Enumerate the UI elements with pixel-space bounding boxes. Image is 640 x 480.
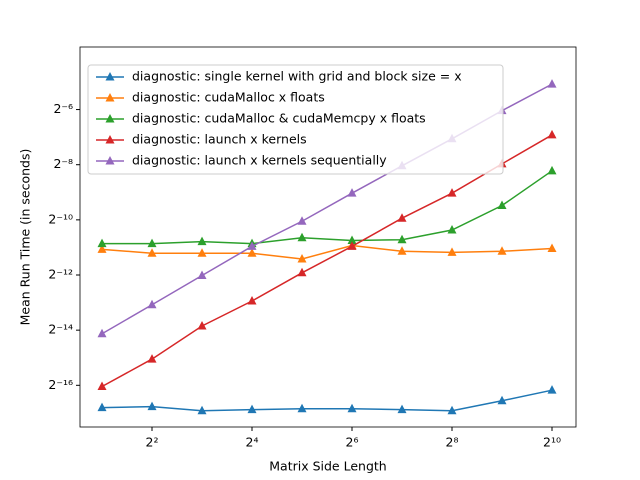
legend-marker <box>105 156 115 165</box>
marker <box>197 236 207 246</box>
marker <box>447 247 457 256</box>
y-tick-label: 2⁻⁶ <box>53 101 73 116</box>
marker <box>547 243 557 253</box>
legend: diagnostic: single kernel with grid and … <box>87 64 504 175</box>
marker <box>447 188 457 197</box>
legend-label: diagnostic: launch x kernels sequentiall… <box>132 153 387 168</box>
x-tick-label: 2² <box>146 435 159 450</box>
marker <box>147 238 157 248</box>
marker <box>97 328 107 338</box>
legend-label: diagnostic: cudaMalloc & cudaMemcpy x fl… <box>132 111 426 126</box>
marker <box>97 238 107 248</box>
marker <box>147 401 157 411</box>
marker <box>247 296 257 305</box>
marker <box>247 248 257 257</box>
marker <box>197 248 207 257</box>
marker <box>297 254 307 263</box>
x-tick-label: 2¹⁰ <box>543 435 561 450</box>
marker <box>397 234 407 244</box>
marker <box>347 235 357 245</box>
series-line <box>101 134 553 388</box>
legend-label: diagnostic: single kernel with grid and … <box>132 69 462 84</box>
x-axis-label: Matrix Side Length <box>269 459 386 474</box>
marker <box>547 79 557 88</box>
legend-marker <box>105 93 115 102</box>
marker <box>197 320 207 330</box>
marker <box>547 385 557 394</box>
marker <box>547 165 557 175</box>
y-tick-label: 2⁻¹⁴ <box>48 322 73 337</box>
series-line <box>101 244 553 260</box>
marker <box>347 188 357 197</box>
marker <box>347 241 357 250</box>
marker <box>147 248 157 257</box>
y-tick-label: 2⁻¹² <box>48 267 73 282</box>
y-tick-label: 2⁻¹⁰ <box>48 211 73 226</box>
marker <box>447 405 457 415</box>
legend-marker <box>105 135 115 144</box>
legend-label: diagnostic: cudaMalloc x floats <box>132 90 325 105</box>
marker <box>297 403 307 413</box>
marker <box>297 232 307 242</box>
marker <box>397 404 407 414</box>
marker <box>497 200 507 210</box>
y-tick-label: 2⁻¹⁶ <box>48 377 73 392</box>
marker <box>97 402 107 412</box>
marker <box>97 381 107 391</box>
marker <box>197 405 207 415</box>
marker <box>347 403 357 413</box>
marker <box>397 246 407 255</box>
marker <box>247 241 257 250</box>
legend-marker <box>105 114 115 123</box>
marker <box>297 267 307 277</box>
legend-box <box>87 64 504 175</box>
marker <box>497 246 507 255</box>
series-line <box>102 170 553 245</box>
y-tick-label: 2⁻⁸ <box>53 156 73 171</box>
marker <box>197 270 207 280</box>
series-line <box>101 389 553 412</box>
marker <box>397 213 407 222</box>
y-axis-label: Mean Run Time (in seconds) <box>18 149 33 326</box>
marker <box>297 216 307 225</box>
marker <box>447 225 457 234</box>
marker <box>147 299 157 309</box>
plot-frame <box>79 46 577 428</box>
marker <box>547 129 557 139</box>
x-tick-label: 2⁶ <box>346 435 359 450</box>
legend-marker <box>105 72 115 81</box>
legend-label: diagnostic: launch x kernels <box>132 132 307 147</box>
x-tick-label: 2⁸ <box>446 435 459 450</box>
x-tick-label: 2⁴ <box>246 435 259 450</box>
marker <box>147 354 157 363</box>
marker <box>247 404 257 414</box>
marker <box>97 244 107 253</box>
marker <box>497 395 507 405</box>
